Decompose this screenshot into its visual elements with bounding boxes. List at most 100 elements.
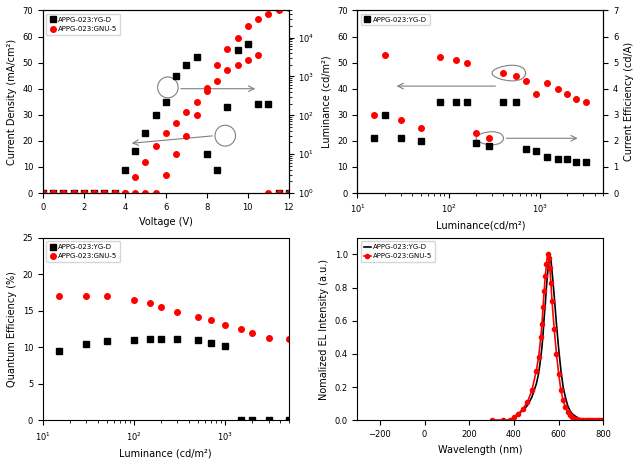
APPG-023:GNU-5 (274, 190, 282, 196)
APPG-023:GNU-5 (499, 418, 506, 423)
APPG-023:YG-D (582, 159, 590, 165)
APPG-023:YG-D (463, 99, 471, 105)
APPG-023:GNU-5 (370, 112, 378, 118)
APPG-023:YG-D (60, 190, 67, 196)
APPG-023:YG-D (285, 190, 292, 196)
APPG-023:GNU-5 (55, 293, 63, 299)
APPG-023:GNU-5 (562, 404, 569, 410)
APPG-023:GNU-5 (254, 52, 262, 58)
APPG-023:GNU-5 (593, 418, 601, 423)
Line: APPG-023:GNU-5: APPG-023:GNU-5 (56, 293, 292, 341)
APPG-023:YG-D (595, 418, 603, 423)
Legend: APPG-023:YG-D, APPG-023:GNU-5: APPG-023:YG-D, APPG-023:GNU-5 (46, 241, 120, 262)
APPG-023:GNU-5 (572, 96, 580, 102)
APPG-023:YG-D (146, 336, 154, 341)
APPG-023:YG-D (234, 47, 242, 53)
APPG-023:YG-D (512, 99, 520, 105)
APPG-023:GNU-5 (557, 388, 565, 393)
APPG-023:GNU-5 (539, 305, 547, 310)
APPG-023:GNU-5 (265, 335, 272, 341)
APPG-023:YG-D (551, 293, 558, 299)
Legend: APPG-023:YG-D, APPG-023:GNU-5: APPG-023:YG-D, APPG-023:GNU-5 (46, 14, 120, 35)
APPG-023:GNU-5 (162, 130, 170, 136)
APPG-023:GNU-5 (551, 326, 558, 332)
APPG-023:GNU-5 (586, 418, 594, 423)
APPG-023:YG-D (485, 143, 493, 149)
Y-axis label: Current Efficiency (cd/A): Current Efficiency (cd/A) (624, 42, 634, 161)
APPG-023:YG-D (142, 130, 149, 136)
Y-axis label: Current Density (mA/cm²): Current Density (mA/cm²) (7, 39, 17, 165)
APPG-023:YG-D (417, 138, 425, 144)
APPG-023:GNU-5 (60, 190, 67, 196)
APPG-023:YG-D (560, 385, 567, 390)
APPG-023:YG-D (121, 167, 129, 173)
APPG-023:GNU-5 (543, 81, 551, 86)
APPG-023:GNU-5 (499, 70, 507, 76)
APPG-023:YG-D (597, 418, 605, 423)
APPG-023:GNU-5 (563, 91, 571, 97)
APPG-023:GNU-5 (531, 91, 539, 97)
APPG-023:YG-D (152, 112, 160, 118)
APPG-023:GNU-5 (582, 99, 590, 105)
APPG-023:YG-D (588, 418, 596, 423)
APPG-023:YG-D (249, 418, 256, 423)
APPG-023:YG-D (213, 167, 221, 173)
APPG-023:YG-D (158, 337, 165, 342)
APPG-023:YG-D (111, 190, 119, 196)
APPG-023:GNU-5 (570, 416, 578, 421)
APPG-023:YG-D (546, 252, 554, 257)
APPG-023:YG-D (472, 141, 480, 146)
X-axis label: Voltage (V): Voltage (V) (139, 217, 193, 227)
Legend: APPG-023:YG-D: APPG-023:YG-D (361, 14, 429, 26)
APPG-023:YG-D (575, 416, 583, 421)
APPG-023:YG-D (90, 190, 98, 196)
APPG-023:GNU-5 (485, 135, 493, 141)
APPG-023:GNU-5 (193, 99, 201, 105)
APPG-023:GNU-5 (560, 398, 567, 403)
Line: APPG-023:GNU-5: APPG-023:GNU-5 (370, 52, 588, 141)
APPG-023:GNU-5 (452, 57, 460, 63)
APPG-023:YG-D (397, 135, 405, 141)
APPG-023:GNU-5 (142, 159, 149, 165)
APPG-023:GNU-5 (547, 280, 554, 286)
APPG-023:GNU-5 (590, 418, 598, 423)
APPG-023:YG-D (285, 418, 292, 423)
APPG-023:GNU-5 (555, 371, 563, 377)
X-axis label: Luminance(cd/m²): Luminance(cd/m²) (436, 221, 525, 231)
APPG-023:YG-D (545, 260, 553, 266)
APPG-023:YG-D (80, 190, 88, 196)
APPG-023:YG-D (83, 342, 90, 347)
APPG-023:GNU-5 (519, 406, 527, 412)
APPG-023:GNU-5 (512, 73, 520, 79)
APPG-023:GNU-5 (111, 190, 119, 196)
APPG-023:GNU-5 (90, 190, 98, 196)
Y-axis label: Nomalized EL Intensity (a.u.): Nomalized EL Intensity (a.u.) (319, 259, 329, 399)
APPG-023:GNU-5 (510, 414, 518, 420)
APPG-023:YG-D (224, 104, 231, 110)
APPG-023:GNU-5 (146, 300, 154, 306)
APPG-023:YG-D (172, 73, 180, 79)
APPG-023:GNU-5 (506, 418, 513, 423)
Line: APPG-023:GNU-5: APPG-023:GNU-5 (40, 52, 292, 196)
Legend: APPG-023:YG-D, APPG-023:GNU-5: APPG-023:YG-D, APPG-023:GNU-5 (361, 241, 435, 262)
APPG-023:GNU-5 (101, 190, 108, 196)
APPG-023:YG-D (524, 403, 531, 408)
APPG-023:GNU-5 (463, 60, 471, 66)
APPG-023:YG-D (522, 146, 529, 152)
APPG-023:YG-D (562, 394, 569, 400)
APPG-023:GNU-5 (152, 143, 160, 149)
APPG-023:GNU-5 (566, 412, 574, 418)
APPG-023:YG-D (131, 148, 139, 154)
APPG-023:YG-D (570, 412, 578, 418)
APPG-023:YG-D (537, 354, 545, 360)
APPG-023:GNU-5 (540, 288, 548, 294)
APPG-023:GNU-5 (381, 52, 388, 58)
APPG-023:YG-D (103, 338, 110, 344)
APPG-023:YG-D (554, 156, 562, 162)
APPG-023:YG-D (39, 190, 47, 196)
APPG-023:GNU-5 (588, 418, 596, 423)
APPG-023:GNU-5 (572, 416, 580, 421)
APPG-023:YG-D (539, 331, 547, 337)
Line: APPG-023:GNU-5: APPG-023:GNU-5 (490, 252, 606, 423)
APPG-023:GNU-5 (515, 411, 522, 417)
